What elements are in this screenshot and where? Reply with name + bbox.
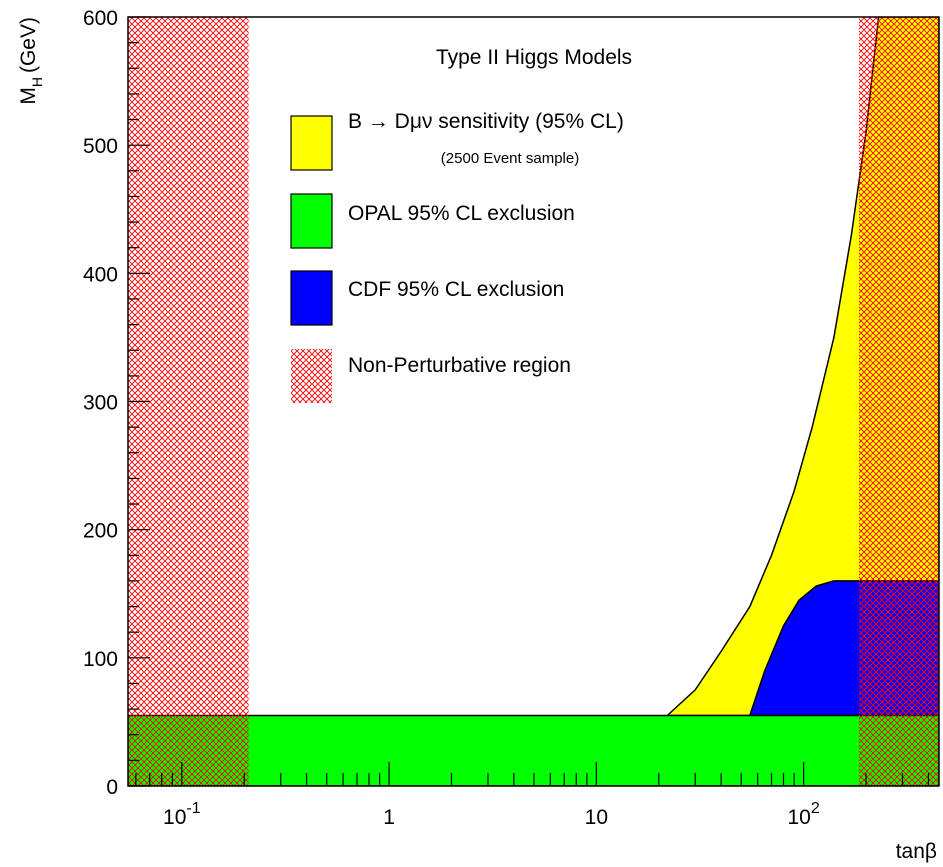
region-non-perturbative-2 bbox=[858, 17, 939, 786]
y-tick-label: 200 bbox=[83, 520, 118, 543]
x-tick-label: 102 bbox=[787, 800, 819, 829]
y-axis-label: MH(GeV) bbox=[17, 17, 45, 105]
legend-swatch-2 bbox=[290, 193, 333, 249]
legend-swatch-3 bbox=[290, 270, 333, 326]
legend-label-2: OPAL 95% CL exclusion bbox=[348, 202, 575, 225]
legend-label-3: CDF 95% CL exclusion bbox=[348, 278, 564, 301]
legend: Type II Higgs Models B → Dμν sensitivity… bbox=[290, 46, 632, 403]
y-tick-label: 500 bbox=[83, 135, 118, 158]
legend-label-1: B → Dμν sensitivity (95% CL) bbox=[348, 110, 624, 133]
legend-label-4: Non-Perturbative region bbox=[348, 354, 571, 377]
x-tick-label: 1 bbox=[383, 806, 395, 829]
x-axis-label: tanβ bbox=[896, 840, 937, 863]
axes-layer: 0 100 200 300 400 500 600 10-1 1 10 102 bbox=[83, 7, 940, 829]
legend-swatch-4 bbox=[291, 349, 332, 403]
x-tick-label: 10 bbox=[585, 806, 608, 829]
y-tick-label: 400 bbox=[83, 263, 118, 286]
chart-title: Type II Higgs Models bbox=[436, 46, 632, 69]
legend-sublabel: (2500 Event sample) bbox=[441, 150, 579, 167]
y-tick-label: 100 bbox=[83, 648, 118, 671]
y-tick-label: 600 bbox=[83, 7, 118, 30]
y-tick-label: 300 bbox=[83, 392, 118, 415]
y-tick-label: 0 bbox=[106, 776, 118, 799]
svg-text:MH(GeV): MH(GeV) bbox=[17, 17, 45, 105]
x-tick-label: 10-1 bbox=[163, 800, 201, 829]
legend-swatch-1 bbox=[290, 115, 333, 171]
